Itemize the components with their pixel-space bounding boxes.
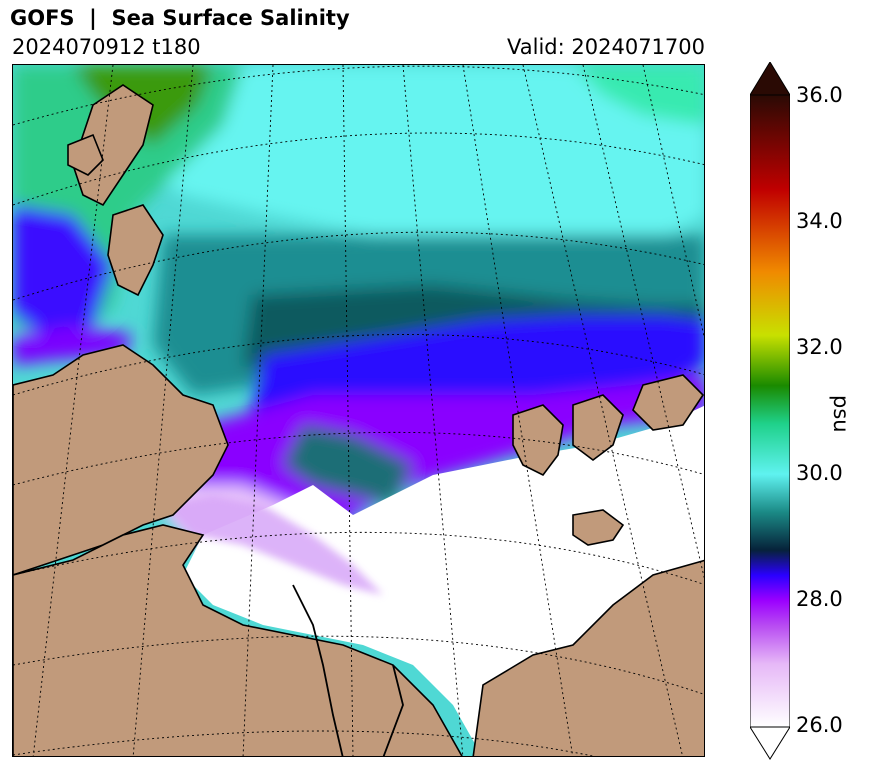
land-south	[13, 524, 463, 756]
graticule	[13, 65, 704, 756]
colorbar-tick-34: 34.0	[796, 209, 843, 233]
meridian-8	[582, 65, 704, 579]
colorbar-tick-36: 36.0	[796, 83, 843, 107]
west-violet	[13, 205, 113, 335]
river-1	[292, 584, 344, 756]
meridian-1	[32, 65, 114, 756]
colorbar-extend-max	[750, 62, 790, 96]
valid-label: Valid: 2024071700	[507, 35, 705, 59]
island-north-3	[67, 133, 104, 176]
island-south-east	[572, 509, 625, 546]
map-canvas	[13, 65, 704, 756]
parallel-7	[13, 635, 704, 695]
colorbar	[750, 62, 790, 760]
island-east-3	[632, 374, 704, 431]
meridian-5	[402, 65, 464, 756]
river-2	[382, 664, 404, 756]
colorbar-unit: psu	[829, 395, 853, 433]
colorbar-extend-min	[750, 726, 790, 760]
colorbar-tick-32: 32.0	[796, 335, 843, 359]
island-east-1	[512, 404, 564, 477]
lavender-edge	[163, 495, 383, 595]
salinity-map[interactable]	[12, 64, 705, 757]
meridian-2	[132, 65, 194, 756]
meridian-7	[522, 65, 684, 756]
meridian-6	[462, 65, 574, 756]
meridian-3	[242, 65, 274, 756]
colorbar-tick-28: 28.0	[796, 587, 843, 611]
colorbar-gradient	[750, 94, 790, 728]
land-southeast	[472, 559, 704, 756]
aqua-region	[123, 65, 704, 265]
colorbar-tick-30: 30.0	[796, 461, 843, 485]
parallel-1	[13, 65, 704, 126]
teal-tongue	[283, 425, 413, 505]
map-title: GOFS | Sea Surface Salinity	[10, 6, 350, 30]
colorbar-tick-26: 26.0	[796, 713, 843, 737]
parallel-6	[13, 531, 704, 585]
run-label: 2024070912 t180	[12, 35, 201, 59]
rivers	[292, 584, 404, 756]
island-north-2	[107, 204, 164, 297]
meridian-4	[342, 65, 354, 756]
green-right-region	[573, 65, 704, 125]
parallel-2	[13, 132, 704, 206]
parallel-3	[13, 231, 704, 301]
island-east-2	[572, 394, 624, 461]
land-masses	[13, 84, 704, 756]
